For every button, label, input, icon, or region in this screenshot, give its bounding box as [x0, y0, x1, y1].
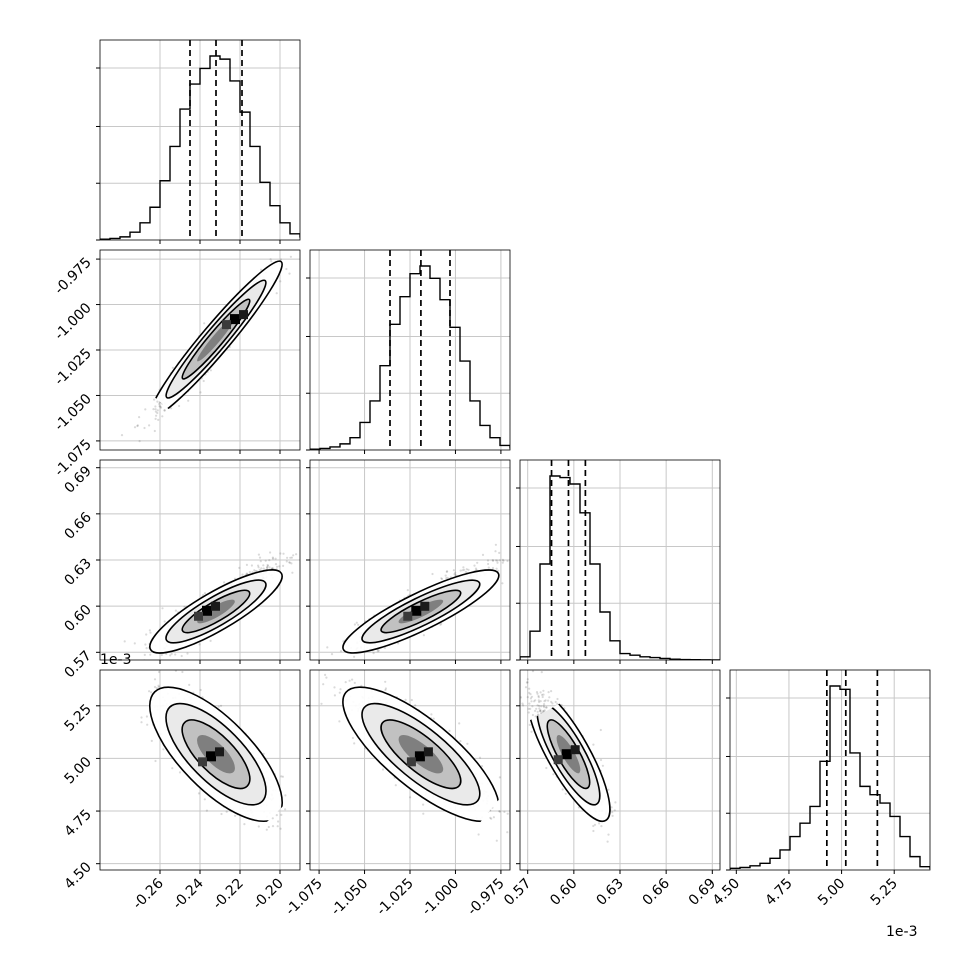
x-tick-label-p3: 4.50 — [710, 876, 743, 909]
y-tick-label-p2: 0.60 — [61, 602, 94, 635]
y-tick-label-p1: -1.000 — [52, 300, 95, 343]
x-tick-label-p2: 0.57 — [501, 876, 534, 909]
y-tick-label-p3: 5.25 — [61, 701, 94, 734]
histogram-steps — [310, 265, 510, 450]
histogram-panel-p0 — [96, 39, 301, 241]
y-tick-label-p2: 0.66 — [61, 509, 94, 542]
density-peak-cell — [211, 601, 220, 611]
x-tick-label-p3: 4.75 — [762, 876, 795, 909]
density-peak-cell — [561, 749, 572, 760]
histogram-steps — [520, 475, 720, 660]
x-tick-label-p1: -1.050 — [328, 876, 371, 919]
density-peak-cell — [215, 747, 224, 757]
histogram-panel-p3 — [726, 669, 931, 871]
x-tick-label-p3: 5.00 — [815, 876, 848, 909]
histogram-panel-p1 — [306, 249, 511, 451]
y-offset-label: 1e-3 — [100, 652, 131, 668]
y-tick-label-p2: 0.57 — [61, 648, 94, 681]
x-offset-label: 1e-3 — [886, 924, 917, 940]
density-peak-cell — [194, 611, 203, 621]
x-tick-label-p0: -0.22 — [210, 876, 247, 913]
x-tick-label-p0: -0.24 — [170, 875, 207, 912]
density-peak-cell — [202, 605, 212, 616]
histogram-steps — [100, 55, 300, 240]
x-tick-label-p1: -1.025 — [374, 876, 417, 919]
histogram-steps — [730, 685, 930, 870]
scatter-panel-p0-p1 — [99, 249, 301, 451]
density-peak-cell — [206, 751, 216, 762]
density-peak-cell — [230, 314, 240, 325]
histogram-panel-p2 — [516, 459, 721, 661]
density-peak-cell — [570, 745, 580, 755]
x-tick-label-p3: 5.25 — [868, 876, 901, 909]
x-tick-label-p2: 0.60 — [547, 876, 580, 909]
density-peak-cell — [411, 605, 422, 616]
y-tick-label-p3: 4.75 — [61, 807, 94, 840]
density-peak-cell — [403, 611, 413, 621]
density-peak-cell — [553, 755, 563, 765]
density-peak-cell — [198, 757, 207, 767]
histogram-frame — [729, 669, 931, 871]
y-tick-label-p2: 0.63 — [61, 556, 94, 589]
x-tick-label-p1: -1.075 — [283, 876, 326, 919]
y-tick-label-p1: -0.975 — [52, 255, 95, 298]
density-peak-cell — [222, 320, 231, 330]
x-tick-label-p2: 0.63 — [593, 876, 626, 909]
density-peak-cell — [406, 757, 416, 767]
contour-level-3 — [197, 599, 235, 624]
x-tick-label-p1: -1.000 — [419, 876, 462, 919]
x-tick-label-p0: -0.26 — [130, 875, 167, 912]
scatter-panel-p2-p3 — [519, 669, 721, 871]
y-tick-label-p3: 4.50 — [61, 859, 94, 892]
y-tick-label-p3: 5.00 — [61, 754, 94, 787]
y-tick-label-p1: -1.050 — [52, 391, 95, 434]
density-peak-cell — [420, 601, 430, 611]
density-peak-cell — [414, 751, 425, 762]
scatter-panel-p1-p3 — [309, 669, 511, 871]
scatter-panel-p1-p2 — [309, 459, 511, 661]
y-tick-label-p1: -1.025 — [52, 346, 95, 389]
density-peak-cell — [239, 310, 248, 320]
x-tick-label-p2: 0.66 — [640, 875, 673, 908]
scatter-panel-p0-p3 — [99, 669, 301, 871]
x-tick-label-p0: -0.20 — [250, 876, 287, 913]
scatter-panel-p0-p2 — [99, 459, 301, 661]
density-peak-cell — [423, 747, 433, 757]
